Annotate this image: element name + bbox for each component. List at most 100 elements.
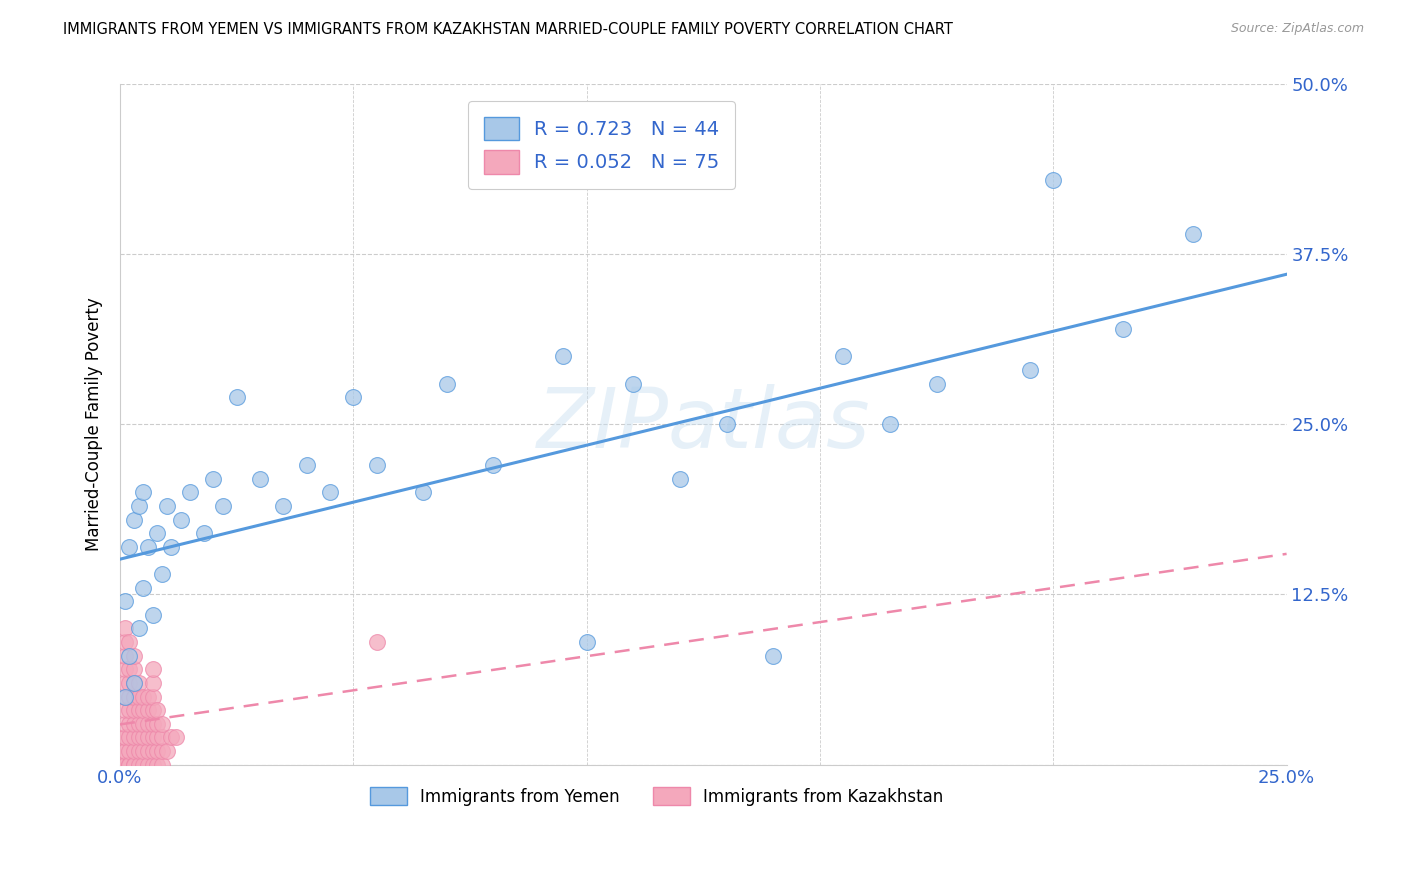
Point	[366, 458, 388, 473]
Point	[118, 635, 141, 649]
Point	[142, 690, 165, 704]
Point	[128, 499, 150, 513]
Point	[122, 744, 145, 758]
Point	[150, 744, 173, 758]
Point	[142, 662, 165, 676]
Point	[142, 731, 165, 745]
Point	[716, 417, 738, 432]
Point	[128, 703, 150, 717]
Point	[114, 648, 136, 663]
Point	[128, 731, 150, 745]
Point	[1182, 227, 1205, 241]
Point	[150, 716, 173, 731]
Point	[412, 485, 434, 500]
Point	[165, 731, 187, 745]
Point	[114, 690, 136, 704]
Point	[366, 635, 388, 649]
Point	[128, 744, 150, 758]
Point	[128, 716, 150, 731]
Point	[132, 731, 155, 745]
Point	[621, 376, 644, 391]
Point	[193, 526, 215, 541]
Point	[128, 757, 150, 772]
Point	[122, 703, 145, 717]
Point	[553, 350, 575, 364]
Point	[142, 757, 165, 772]
Point	[169, 513, 191, 527]
Point	[122, 513, 145, 527]
Point	[114, 757, 136, 772]
Point	[114, 703, 136, 717]
Point	[146, 757, 169, 772]
Point	[114, 635, 136, 649]
Point	[179, 485, 201, 500]
Point	[271, 499, 294, 513]
Point	[118, 757, 141, 772]
Point	[132, 703, 155, 717]
Point	[832, 350, 855, 364]
Text: Source: ZipAtlas.com: Source: ZipAtlas.com	[1230, 22, 1364, 36]
Point	[122, 676, 145, 690]
Point	[1042, 172, 1064, 186]
Point	[122, 757, 145, 772]
Point	[122, 648, 145, 663]
Point	[132, 716, 155, 731]
Point	[925, 376, 948, 391]
Point	[249, 472, 271, 486]
Point	[1019, 363, 1042, 377]
Point	[114, 744, 136, 758]
Point	[146, 526, 169, 541]
Point	[136, 731, 159, 745]
Point	[114, 690, 136, 704]
Point	[114, 716, 136, 731]
Point	[136, 703, 159, 717]
Y-axis label: Married-Couple Family Poverty: Married-Couple Family Poverty	[86, 298, 103, 551]
Point	[114, 662, 136, 676]
Point	[156, 499, 179, 513]
Point	[160, 540, 183, 554]
Point	[118, 676, 141, 690]
Point	[118, 757, 141, 772]
Point	[122, 676, 145, 690]
Point	[114, 757, 136, 772]
Point	[114, 757, 136, 772]
Point	[122, 731, 145, 745]
Point	[202, 472, 225, 486]
Point	[118, 744, 141, 758]
Point	[319, 485, 342, 500]
Point	[142, 607, 165, 622]
Point	[114, 676, 136, 690]
Point	[136, 716, 159, 731]
Point	[118, 662, 141, 676]
Point	[150, 757, 173, 772]
Point	[142, 744, 165, 758]
Point	[136, 690, 159, 704]
Point	[122, 757, 145, 772]
Point	[225, 390, 247, 404]
Point	[762, 648, 785, 663]
Point	[146, 731, 169, 745]
Point	[575, 635, 598, 649]
Point	[118, 540, 141, 554]
Point	[122, 662, 145, 676]
Point	[146, 744, 169, 758]
Point	[136, 540, 159, 554]
Point	[142, 716, 165, 731]
Point	[118, 648, 141, 663]
Point	[136, 757, 159, 772]
Point	[132, 757, 155, 772]
Point	[118, 703, 141, 717]
Point	[118, 731, 141, 745]
Text: IMMIGRANTS FROM YEMEN VS IMMIGRANTS FROM KAZAKHSTAN MARRIED-COUPLE FAMILY POVERT: IMMIGRANTS FROM YEMEN VS IMMIGRANTS FROM…	[63, 22, 953, 37]
Point	[436, 376, 458, 391]
Point	[160, 731, 183, 745]
Point	[132, 485, 155, 500]
Point	[114, 594, 136, 608]
Point	[1112, 322, 1135, 336]
Point	[114, 622, 136, 636]
Point	[150, 731, 173, 745]
Point	[669, 472, 692, 486]
Point	[122, 690, 145, 704]
Point	[156, 744, 179, 758]
Point	[146, 703, 169, 717]
